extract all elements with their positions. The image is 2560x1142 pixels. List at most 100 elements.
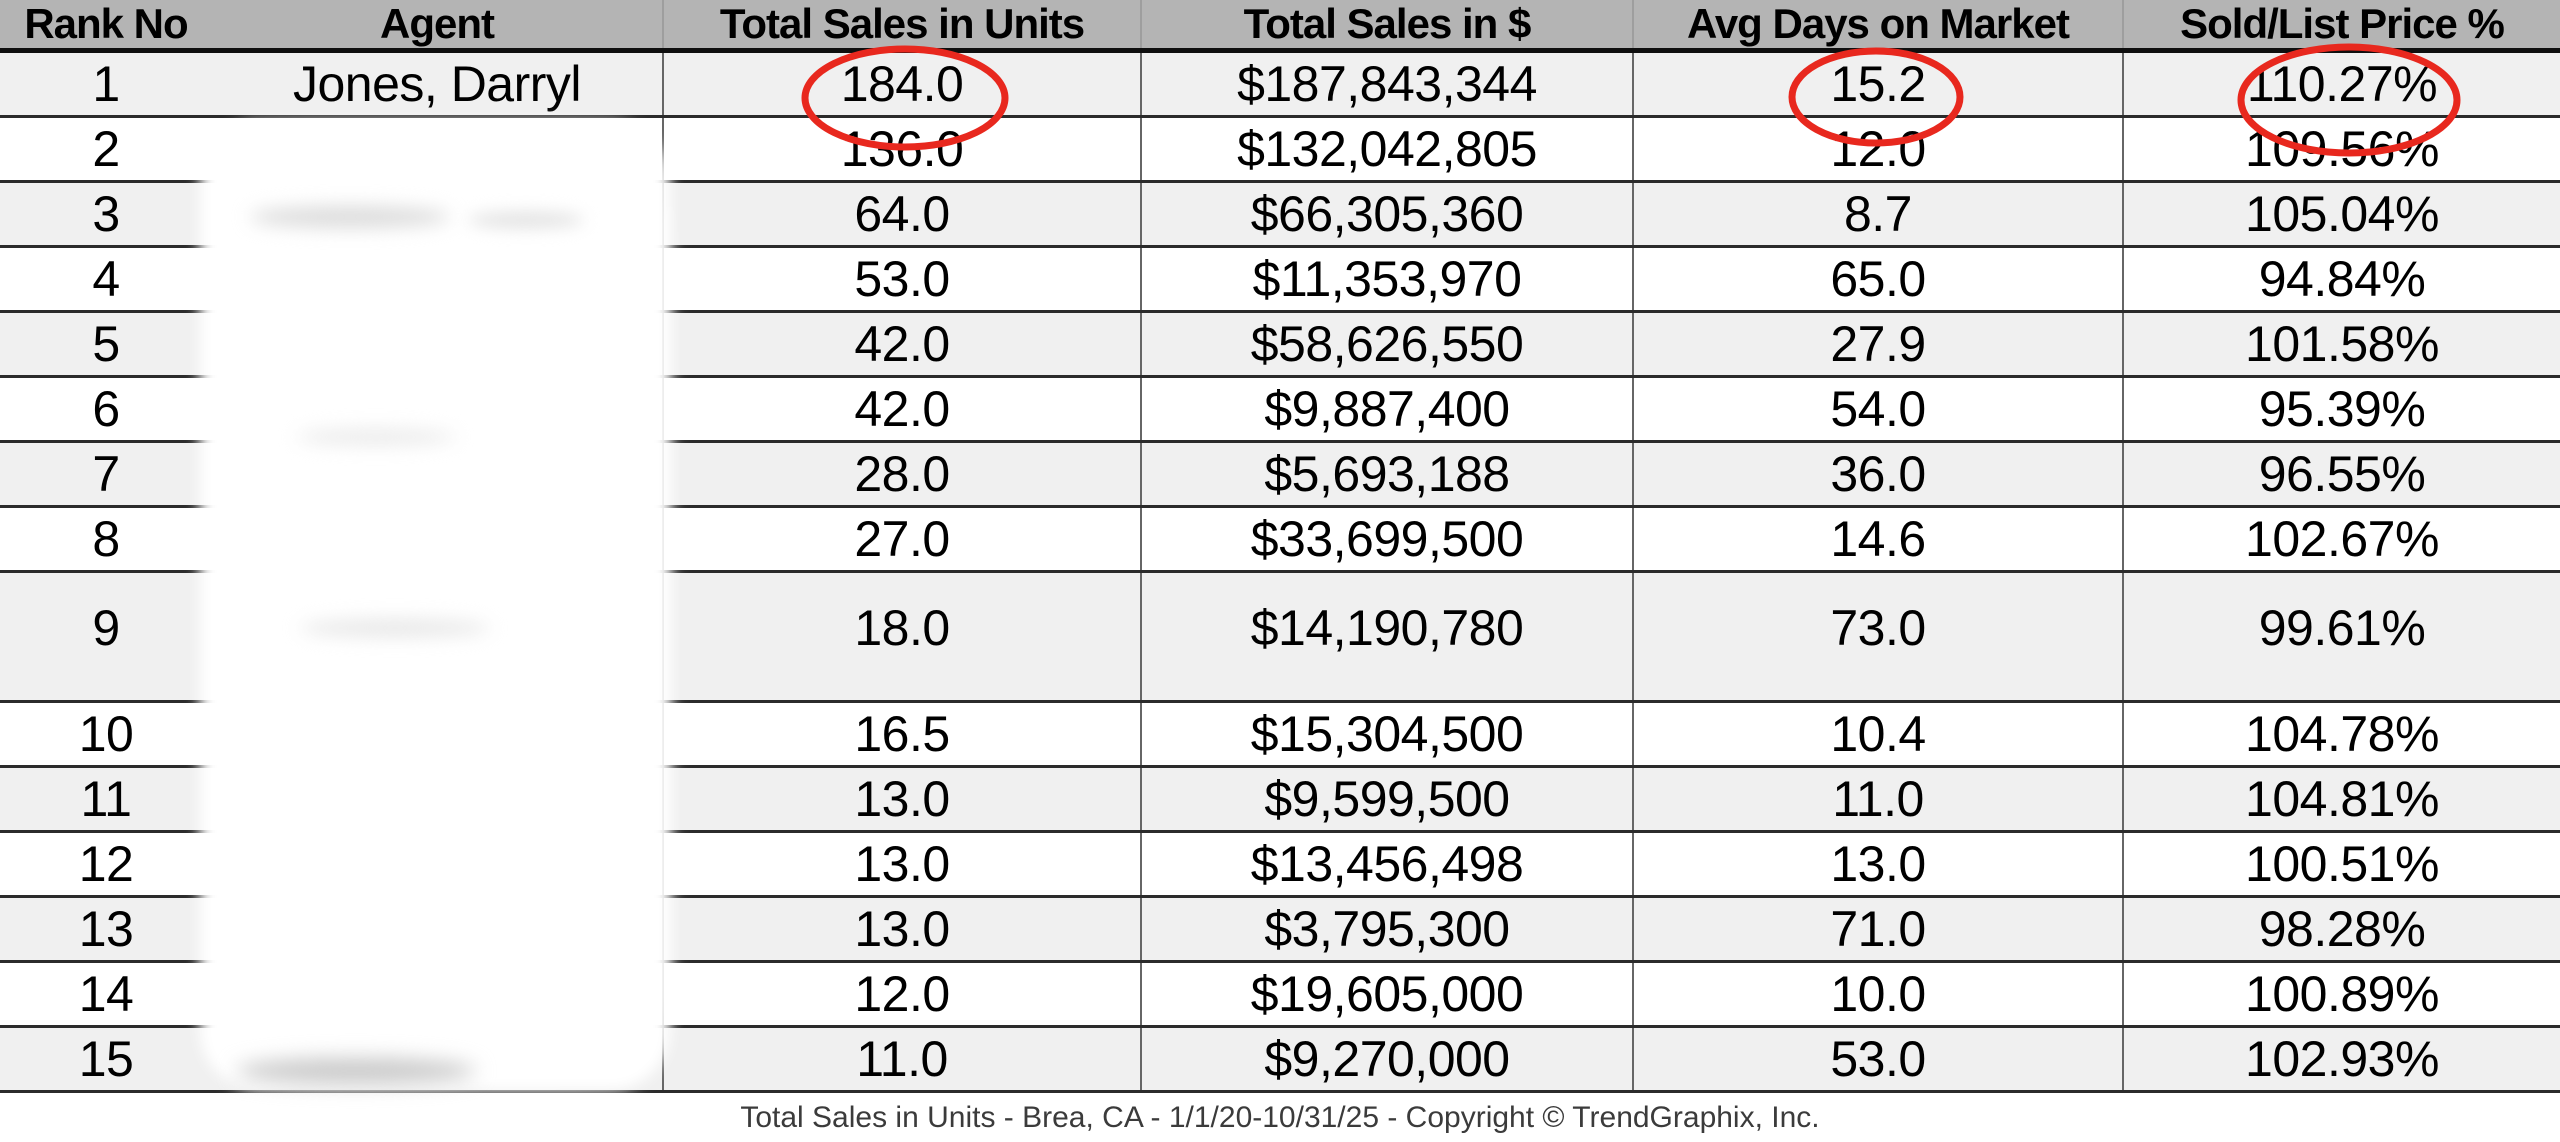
agent-cell [212,1028,662,1090]
table-row-rank-4: 4 53.0 $11,353,970 65.0 94.84% [0,248,2560,313]
rank-cell: 13 [78,901,134,957]
agent-cell [212,573,662,700]
rank-cell: 6 [92,381,120,437]
units-cell: 13.0 [662,833,1140,895]
rank-cell: 3 [92,186,120,242]
dollars-cell: $14,190,780 [1140,573,1632,700]
sold-list-cell: 110.27% [2122,53,2560,115]
table-row-rank-3: 3 64.0 $66,305,360 8.7 105.04% [0,183,2560,248]
agent-cell [212,508,662,570]
rank-cell: 2 [92,121,120,177]
sold-list-cell: 102.93% [2122,1028,2560,1090]
agent-cell [212,768,662,830]
table-row-rank-9: 9 18.0 $14,190,780 73.0 99.61% [0,573,2560,703]
avg-days-cell: 54.0 [1632,378,2122,440]
agent-cell [212,118,662,180]
table-row-rank-11: 11 13.0 $9,599,500 11.0 104.81% [0,768,2560,833]
sold-list-cell: 100.89% [2122,963,2560,1025]
rank-cell: 8 [92,511,120,567]
agent-cell [212,443,662,505]
agent-cell [212,313,662,375]
sold-list-cell: 105.04% [2122,183,2560,245]
avg-days-cell: 27.9 [1632,313,2122,375]
avg-days-cell: 13.0 [1632,833,2122,895]
units-cell: 64.0 [662,183,1140,245]
rank-cell: 10 [78,706,134,762]
avg-days-cell: 14.6 [1632,508,2122,570]
sold-list-cell: 99.61% [2122,573,2560,700]
dollars-cell: $3,795,300 [1140,898,1632,960]
header-sold-list-price-pct: Sold/List Price % [2122,0,2560,48]
units-cell: 184.0 [662,53,1140,115]
sold-list-cell: 102.67% [2122,508,2560,570]
dollars-cell: $9,887,400 [1140,378,1632,440]
units-cell: 13.0 [662,768,1140,830]
report-caption: Total Sales in Units - Brea, CA - 1/1/20… [0,1093,2560,1142]
table-row-rank-14: 14 12.0 $19,605,000 10.0 100.89% [0,963,2560,1028]
sold-list-cell: 98.28% [2122,898,2560,960]
dollars-cell: $33,699,500 [1140,508,1632,570]
units-cell: 136.0 [662,118,1140,180]
units-cell: 42.0 [662,313,1140,375]
avg-days-cell: 65.0 [1632,248,2122,310]
sold-list-cell: 95.39% [2122,378,2560,440]
avg-days-cell: 10.4 [1632,703,2122,765]
table-row-rank-5: 5 42.0 $58,626,550 27.9 101.58% [0,313,2560,378]
dollars-cell: $66,305,360 [1140,183,1632,245]
dollars-cell: $15,304,500 [1140,703,1632,765]
rank-cell: 12 [78,836,134,892]
avg-days-cell: 53.0 [1632,1028,2122,1090]
header-agent: Agent [380,0,495,47]
units-cell: 53.0 [662,248,1140,310]
table-row-rank-10: 10 16.5 $15,304,500 10.4 104.78% [0,703,2560,768]
sold-list-cell: 94.84% [2122,248,2560,310]
avg-days-cell: 71.0 [1632,898,2122,960]
avg-days-cell: 10.0 [1632,963,2122,1025]
agent-cell [212,248,662,310]
rank-cell: 4 [92,251,120,307]
agent-cell: Jones, Darryl [292,56,582,112]
table-row-rank-15: 15 11.0 $9,270,000 53.0 102.93% [0,1028,2560,1093]
dollars-cell: $9,270,000 [1140,1028,1632,1090]
table-body: 1 Jones, Darryl 184.0 $187,843,344 15.2 110.2… [0,53,2560,1093]
avg-days-cell: 8.7 [1632,183,2122,245]
units-cell: 12.0 [662,963,1140,1025]
units-cell: 28.0 [662,443,1140,505]
rank-cell: 1 [92,56,120,112]
sold-list-cell: 100.51% [2122,833,2560,895]
units-cell: 16.5 [662,703,1140,765]
sold-list-cell: 96.55% [2122,443,2560,505]
avg-days-cell: 12.0 [1632,118,2122,180]
dollars-cell: $187,843,344 [1140,53,1632,115]
table-row-rank-13: 13 13.0 $3,795,300 71.0 98.28% [0,898,2560,963]
dollars-cell: $19,605,000 [1140,963,1632,1025]
agent-cell [212,898,662,960]
units-cell: 42.0 [662,378,1140,440]
header-avg-days-on-market: Avg Days on Market [1632,0,2122,48]
table-row-rank-8: 8 27.0 $33,699,500 14.6 102.67% [0,508,2560,573]
table-row-rank-7: 7 28.0 $5,693,188 36.0 96.55% [0,443,2560,508]
rank-cell: 11 [80,771,132,827]
agent-cell [212,963,662,1025]
units-cell: 11.0 [662,1028,1140,1090]
units-cell: 18.0 [662,573,1140,700]
avg-days-cell: 11.0 [1632,768,2122,830]
table-row-rank-2: 2 136.0 $132,042,805 12.0 109.56% [0,118,2560,183]
table-row-rank-6: 6 42.0 $9,887,400 54.0 95.39% [0,378,2560,443]
agent-cell [212,378,662,440]
table-header-row: Rank No Agent Total Sales in Units Total… [0,0,2560,53]
avg-days-cell: 15.2 [1632,53,2122,115]
units-cell: 13.0 [662,898,1140,960]
dollars-cell: $9,599,500 [1140,768,1632,830]
sold-list-cell: 104.81% [2122,768,2560,830]
table-row-rank-12: 12 13.0 $13,456,498 13.0 100.51% [0,833,2560,898]
sold-list-cell: 109.56% [2122,118,2560,180]
header-total-sales-units: Total Sales in Units [662,0,1140,48]
header-total-sales-dollars: Total Sales in $ [1140,0,1632,48]
dollars-cell: $11,353,970 [1140,248,1632,310]
avg-days-cell: 36.0 [1632,443,2122,505]
dollars-cell: $5,693,188 [1140,443,1632,505]
agent-cell [212,833,662,895]
dollars-cell: $58,626,550 [1140,313,1632,375]
